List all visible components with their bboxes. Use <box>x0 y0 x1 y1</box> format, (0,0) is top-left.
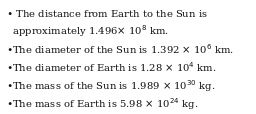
Text: $\bullet$The mass of the Sun is 1.989 $\times$ 10$^{30}$ kg.: $\bullet$The mass of the Sun is 1.989 $\… <box>6 77 216 93</box>
Text: $\bullet$The diameter of Earth is 1.28 $\times$ 10$^{4}$ km.: $\bullet$The diameter of Earth is 1.28 $… <box>6 60 217 73</box>
Text: $\bullet$The mass of Earth is 5.98 $\times$ 10$^{24}$ kg.: $\bullet$The mass of Earth is 5.98 $\tim… <box>6 95 199 111</box>
Text: $\bullet$The diameter of the Sun is 1.392 $\times$ 10$^{6}$ km.: $\bullet$The diameter of the Sun is 1.39… <box>6 42 234 55</box>
Text: $\bullet$ The distance from Earth to the Sun is
  approximately 1.496$\times$ 10: $\bullet$ The distance from Earth to the… <box>6 8 208 39</box>
